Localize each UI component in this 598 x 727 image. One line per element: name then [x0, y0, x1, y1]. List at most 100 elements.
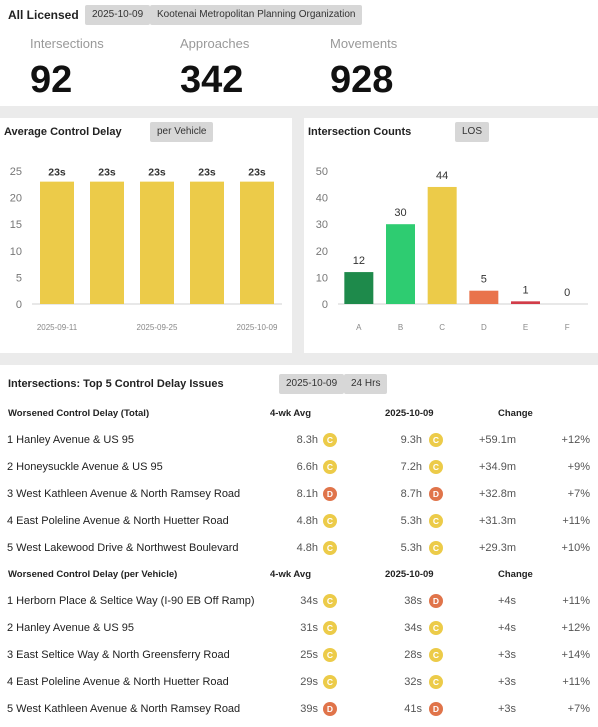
table-row[interactable]: 1 Herborn Place & Seltice Way (I-90 EB O… [0, 592, 598, 612]
intersection-name: 5 West Lakewood Drive & Northwest Boulev… [7, 542, 239, 554]
kpi-value: 342 [180, 59, 244, 101]
column-header-change: Change [498, 569, 533, 580]
intersection-counts-chart: 0 10 20 30 40 50 12 A 30 B 44 C 5 D 1 E 0 F [316, 166, 588, 332]
los-badge: C [323, 433, 337, 447]
los-badge: C [429, 460, 443, 474]
change-value: +59.1m [479, 434, 516, 446]
column-header-4wk-avg: 4-wk Avg [270, 569, 312, 580]
los-badge: C [429, 648, 443, 662]
current-value: 9.3h [400, 434, 422, 446]
four-week-avg-value: 31s [300, 622, 318, 634]
page-title: All Licensed [8, 8, 79, 22]
bar-value-label: 23s [198, 167, 216, 179]
kpi-approaches: Approaches 342 [180, 36, 249, 102]
change-percent: +7% [567, 488, 590, 500]
table-row[interactable]: 4 East Poleline Avenue & North Huetter R… [0, 512, 598, 532]
table-row[interactable]: 2 Hanley Avenue & US 95 31s C 34s C +4s +12% [0, 619, 598, 639]
bar-value-label: 23s [248, 167, 266, 179]
change-percent: +11% [562, 515, 590, 527]
los-badge: C [323, 621, 337, 635]
bar-value-label: 23s [98, 167, 116, 179]
change-value: +3s [497, 676, 516, 688]
intersection-name: 4 East Poleline Avenue & North Huetter R… [7, 515, 229, 527]
y-tick-label: 5 [16, 272, 22, 284]
delay-bar [240, 181, 274, 304]
date-pill[interactable]: 2025-10-09 [279, 374, 345, 394]
organization-pill[interactable]: Kootenai Metropolitan Planning Organizat… [150, 5, 363, 25]
table-title: Intersections: Top 5 Control Delay Issue… [8, 378, 224, 390]
time-range-pill[interactable]: 24 Hrs [344, 374, 388, 394]
change-percent: +14% [561, 649, 590, 661]
change-value: +3s [497, 649, 516, 661]
change-value: +4s [497, 622, 516, 634]
change-percent: +12% [561, 622, 590, 634]
y-tick-label: 40 [316, 193, 328, 205]
x-tick-label: A [356, 323, 362, 332]
current-value: 7.2h [400, 461, 422, 473]
change-value: +31.3m [479, 515, 516, 527]
los-badge: C [429, 621, 443, 635]
intersection-name: 4 East Poleline Avenue & North Huetter R… [7, 676, 229, 688]
table-row[interactable]: 3 West Kathleen Avenue & North Ramsey Ro… [0, 485, 598, 505]
per-vehicle-pill[interactable]: per Vehicle [150, 122, 214, 142]
bar-value-label: 5 [481, 274, 487, 286]
los-badge: C [429, 675, 443, 689]
delay-bar [40, 181, 74, 304]
four-week-avg-value: 25s [300, 649, 318, 661]
bar-value-label: 0 [564, 287, 570, 299]
intersection-name: 1 Hanley Avenue & US 95 [7, 434, 134, 446]
bar-value-label: 23s [148, 167, 166, 179]
bar-value-label: 12 [353, 255, 365, 267]
y-tick-label: 30 [316, 219, 328, 231]
change-percent: +10% [561, 542, 590, 554]
four-week-avg-value: 39s [300, 703, 318, 715]
table-row[interactable]: 5 West Lakewood Drive & Northwest Boulev… [0, 539, 598, 559]
change-percent: +11% [562, 676, 590, 688]
los-badge: C [323, 514, 337, 528]
los-badge: D [429, 487, 443, 501]
change-value: +29.3m [479, 542, 516, 554]
los-badge: C [323, 460, 337, 474]
intersection-counts-panel: Intersection Counts LOS 0 10 20 30 40 50 12 A 30… [304, 118, 598, 353]
los-pill[interactable]: LOS [455, 122, 490, 142]
los-badge: C [429, 433, 443, 447]
y-tick-label: 10 [316, 272, 328, 284]
table-row[interactable]: 4 East Poleline Avenue & North Huetter R… [0, 673, 598, 693]
change-percent: +9% [567, 461, 590, 473]
four-week-avg-value: 8.1h [296, 488, 318, 500]
date-filter-pill[interactable]: 2025-10-09 [85, 5, 151, 25]
kpi-label: Intersections [30, 36, 104, 51]
x-tick-label: 2025-09-25 [137, 323, 178, 332]
column-header-change: Change [498, 408, 533, 419]
kpi-movements: Movements 928 [330, 36, 397, 102]
column-header-date: 2025-10-09 [385, 569, 434, 580]
x-tick-label: 2025-10-09 [237, 323, 278, 332]
los-count-bar [469, 290, 499, 304]
table-row[interactable]: 5 West Kathleen Avenue & North Ramsey Ro… [0, 700, 598, 720]
change-percent: +7% [567, 703, 590, 715]
four-week-avg-value: 8.3h [296, 434, 318, 446]
los-count-bar [344, 272, 374, 304]
x-tick-label: B [398, 323, 403, 332]
table-row[interactable]: 1 Hanley Avenue & US 95 8.3h C 9.3h C +59.1m +… [0, 431, 598, 451]
los-badge: C [323, 541, 337, 555]
kpi-intersections: Intersections 92 [30, 36, 104, 102]
table-row[interactable]: 2 Honeysuckle Avenue & US 95 6.6h C 7.2h C +3… [0, 458, 598, 478]
y-tick-label: 20 [316, 246, 328, 258]
current-value: 8.7h [400, 488, 422, 500]
kpi-label: Approaches [180, 36, 250, 51]
intersection-name: 3 East Seltice Way & North Greensferry R… [7, 649, 230, 661]
current-value: 41s [404, 703, 422, 715]
change-value: +34.9m [479, 461, 516, 473]
change-value: +4s [497, 595, 516, 607]
delay-bar [190, 181, 224, 304]
current-value: 38s [404, 595, 422, 607]
current-value: 32s [404, 676, 422, 688]
y-tick-label: 50 [316, 166, 328, 178]
table-row[interactable]: 3 East Seltice Way & North Greensferry R… [0, 646, 598, 666]
x-tick-label: D [481, 323, 487, 332]
intersection-name: 3 West Kathleen Avenue & North Ramsey Ro… [7, 488, 241, 500]
current-value: 28s [404, 649, 422, 661]
column-header-date: 2025-10-09 [385, 408, 434, 419]
panel-title: Average Control Delay [4, 126, 122, 138]
